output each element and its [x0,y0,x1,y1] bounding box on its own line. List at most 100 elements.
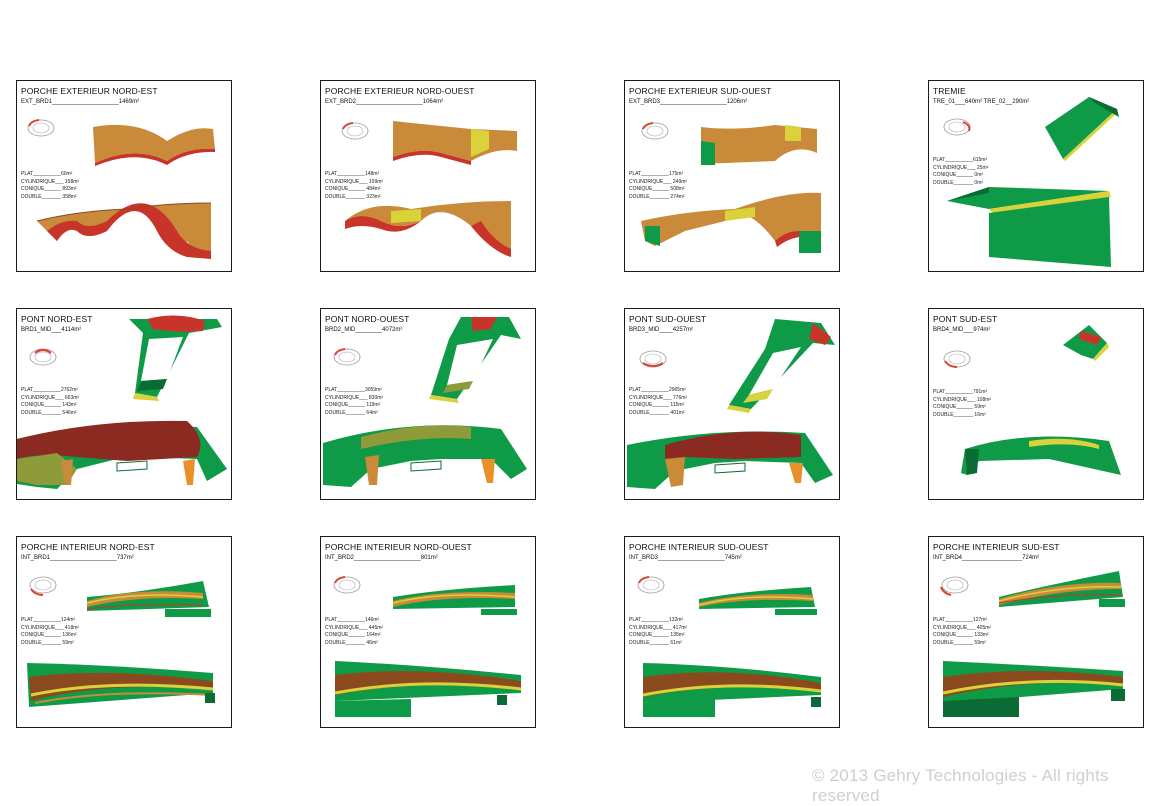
panel-title: PORCHE INTERIEUR SUD-EST [933,542,1060,552]
panel-subtitle: EXT_BRD3____________________1206m² [629,99,748,105]
panel-title: PORCHE INTERIEUR NORD-OUEST [325,542,472,552]
surface-stats: PLAT__________148m² CYLINDRIQUE___ 109m²… [325,171,383,201]
surface-stats: PLAT__________124m² CYLINDRIQUE___ 418m²… [21,617,79,647]
stat-double: DOUBLE_______ 64m² [325,409,378,416]
key-plan-icon [639,350,667,368]
panel-title: PONT NORD-EST [21,314,93,324]
panel-pont-nord-est: PONT NORD-EST BRD1_MID___4114m² PLAT____… [16,308,232,500]
stat-plat: PLAT__________127m² [933,617,988,623]
panel-subtitle: INT_BRD1____________________737m² [21,555,134,561]
panel-porche-interieur-nord-ouest: PORCHE INTERIEUR NORD-OUEST INT_BRD2____… [320,536,536,728]
stat-double: DOUBLE_______ 0m² [933,179,984,186]
panel-subtitle: INT_BRD4__________________724m² [933,555,1040,561]
surface-stats: PLAT__________127m² CYLINDRIQUE___ 405m²… [933,617,991,647]
stat-double: DOUBLE_______ 358m² [21,193,77,200]
key-plan-icon [333,348,361,366]
panel-pont-sud-ouest: PONT SUD-OUEST BRD3_MID____4257m² PLAT__… [624,308,840,500]
panel-porche-interieur-sud-est: PORCHE INTERIEUR SUD-EST INT_BRD4_______… [928,536,1144,728]
panel-title: PONT SUD-OUEST [629,314,707,324]
stat-double: DOUBLE_______ 59m² [933,639,986,646]
geometry-drawing [323,317,527,487]
stat-double: DOUBLE_______ 323m² [325,193,381,200]
surface-stats: PLAT__________3059m² CYLINDRIQUE___ 830m… [325,387,383,417]
stat-conique: CONIQUE______ 135m² [629,632,685,638]
geometry-drawing [943,325,1121,475]
stat-double: DOUBLE_______ 274m² [629,193,685,200]
stat-plat: PLAT__________2965m² [629,387,686,393]
panel-subtitle: TRE_01___640m² TRE_02__290m² [933,99,1030,105]
surface-stats: PLAT__________791m² CYLINDRIQUE___ 108m²… [933,389,991,419]
surface-stats: PLAT__________2965m² CYLINDRIQUE___ 776m… [629,387,687,417]
panel-subtitle: INT_BRD3____________________745m² [629,555,742,561]
stat-conique: CONIQUE______ 136m² [21,632,77,638]
stat-plat: PLAT__________124m² [21,617,76,623]
geometry-drawing [17,315,227,489]
surface-stats: PLAT__________175m² CYLINDRIQUE___ 249m²… [629,171,687,201]
stat-cylindrique: CYLINDRIQUE___ 830m² [325,394,384,401]
stat-double: DOUBLE_______ 16m² [933,411,986,418]
stat-cylindrique: CYLINDRIQUE___ 776m² [629,394,688,401]
panel-title: PONT SUD-EST [933,314,998,324]
key-plan-icon [641,122,669,140]
panel-title: PORCHE INTERIEUR NORD-EST [21,542,155,552]
geometry-drawing [637,576,822,717]
panel-porche-exterieur-nord-ouest: PORCHE EXTERIEUR NORD-OUEST EXT_BRD2____… [320,80,536,272]
panel-subtitle: EXT_BRD2____________________1064m² [325,99,444,105]
stat-conique: CONIQUE______ 143m² [21,402,77,408]
panel-subtitle: BRD4_MID___974m² [933,327,991,333]
panel-pont-sud-est: PONT SUD-EST BRD4_MID___974m² PLAT______… [928,308,1144,500]
surface-stats: PLAT__________60m² CYLINDRIQUE___ 158m² … [21,171,79,201]
surface-stats: PLAT__________146m² CYLINDRIQUE___ 445m²… [325,617,383,647]
stat-double: DOUBLE_______ 46m² [325,639,378,646]
stat-conique: CONIQUE______ 133m² [933,632,989,638]
key-plan-icon [637,576,665,594]
stat-plat: PLAT__________60m² [21,171,73,177]
geometry-drawing [641,122,821,253]
panel-title: PORCHE INTERIEUR SUD-OUEST [629,542,769,552]
stat-plat: PLAT__________175m² [629,171,684,177]
stat-cylindrique: CYLINDRIQUE___ 158m² [21,178,80,185]
stat-conique: CONIQUE______ 508m² [629,186,685,192]
stat-cylindrique: CYLINDRIQUE___ 108m² [933,396,992,403]
key-plan-icon [943,118,971,136]
key-plan-icon [333,576,361,594]
geometry-drawing [341,121,517,257]
panel-subtitle: INT_BRD2____________________801m² [325,555,438,561]
stat-conique: CONIQUE______ 59m² [933,404,986,410]
stat-plat: PLAT__________3059m² [325,387,382,393]
stat-plat: PLAT__________791m² [933,389,988,395]
key-plan-icon [943,350,971,368]
key-plan-icon [29,348,57,366]
panel-title: PORCHE EXTERIEUR SUD-OUEST [629,86,772,96]
geometry-drawing [940,571,1125,717]
stat-conique: CONIQUE______ 893m² [21,186,77,192]
stat-cylindrique: CYLINDRIQUE___ 405m² [933,624,992,631]
surface-stats: PLAT__________2762m² CYLINDRIQUE___ 663m… [21,387,79,417]
panel-subtitle: BRD3_MID____4257m² [629,327,694,333]
stat-cylindrique: CYLINDRIQUE___ 417m² [629,624,688,631]
geometry-drawing [333,576,522,717]
stat-plat: PLAT__________148m² [325,171,380,177]
stat-conique: CONIQUE______ 484m² [325,186,381,192]
copyright-notice: © 2013 Gehry Technologies - All rights r… [812,766,1109,805]
stat-double: DOUBLE_______ 401m² [629,409,685,416]
stat-conique: CONIQUE______ 0m² [933,172,984,178]
stat-plat: PLAT__________615m² [933,157,988,163]
panel-title: PORCHE EXTERIEUR NORD-EST [21,86,158,96]
geometry-drawing [27,119,215,259]
panel-title: PONT NORD-OUEST [325,314,410,324]
geometry-drawing [943,97,1119,267]
panel-subtitle: BRD2_MID________4072m² [325,327,403,333]
key-plan-icon [940,576,969,596]
stat-cylindrique: CYLINDRIQUE___ 249m² [629,178,688,185]
panel-porche-interieur-nord-est: PORCHE INTERIEUR NORD-EST INT_BRD1______… [16,536,232,728]
stat-plat: PLAT__________146m² [325,617,380,623]
stat-cylindrique: CYLINDRIQUE___ 445m² [325,624,384,631]
stat-plat: PLAT__________2762m² [21,387,78,393]
key-plan-icon [341,122,369,140]
panel-subtitle: EXT_BRD1____________________1469m² [21,99,140,105]
panel-title: TREMIE [933,86,966,96]
panel-porche-exterieur-sud-ouest: PORCHE EXTERIEUR SUD-OUEST EXT_BRD3_____… [624,80,840,272]
stat-cylindrique: CYLINDRIQUE___ 418m² [21,624,80,631]
stat-cylindrique: CYLINDRIQUE___ 25m² [933,164,989,171]
